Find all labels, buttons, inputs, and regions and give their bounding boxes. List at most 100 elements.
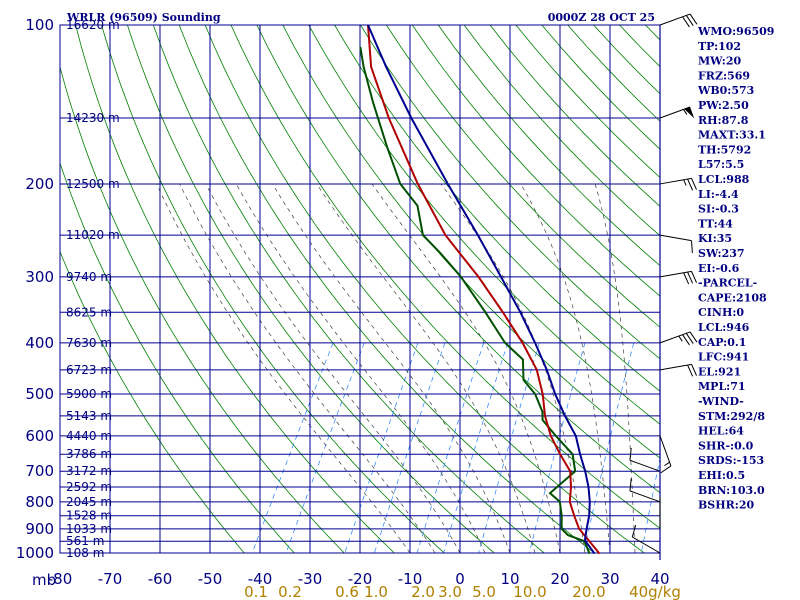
wind-barb-feather — [683, 272, 690, 285]
adiabat-lines — [60, 25, 800, 554]
index-line: WMO:96509 — [697, 25, 774, 38]
wind-barb-half-feather — [683, 109, 688, 115]
height-label: 8625 m — [66, 305, 112, 319]
height-label: 6723 m — [66, 363, 112, 377]
mixing-ratio-label: 10.0 — [513, 583, 546, 600]
chart-datetime: 0000Z 28 OCT 25 — [548, 11, 655, 24]
pressure-temperature-grid — [59, 24, 661, 560]
index-line: BRN:103.0 — [698, 484, 765, 497]
wind-barb-feather — [691, 364, 698, 376]
wind-barb-half-feather — [683, 179, 687, 186]
temperature-tick-label: 10 — [500, 570, 519, 588]
temperature-tick-label: -80 — [48, 570, 73, 588]
index-line: HEL:64 — [698, 425, 744, 438]
temperature-tick-label: 20 — [550, 570, 569, 588]
mixing-ratio-label: 0.2 — [278, 583, 302, 600]
mixing-ratio-line — [344, 342, 419, 554]
parcel-line — [367, 25, 596, 555]
wind-barb-feather — [682, 16, 690, 28]
height-label: 108 m — [66, 546, 104, 560]
temperature-tick-label: 40 — [650, 570, 669, 588]
wind-barb-shaft — [659, 234, 692, 242]
wind-barb-feather — [685, 15, 694, 26]
pressure-tick-label: 500 — [25, 385, 54, 403]
wind-barb-feather — [689, 13, 698, 25]
index-line: -PARCEL- — [698, 277, 757, 290]
dry-adiabat — [75, 25, 395, 554]
wind-barb-shaft — [659, 13, 691, 26]
wind-barb-shaft — [659, 106, 691, 119]
pressure-unit-label: mb — [32, 571, 56, 589]
height-label: 561 m — [66, 534, 104, 548]
mixing-ratio-label: 40g/kg — [629, 583, 681, 600]
wind-barb-shaft — [629, 459, 661, 472]
mixing-ratio-line — [251, 342, 334, 554]
wind-barb-feather — [631, 524, 637, 538]
pressure-tick-label: 700 — [25, 462, 54, 480]
mixing-ratio-label: 2.0 — [411, 583, 435, 600]
index-line: SI:-0.3 — [698, 203, 739, 216]
index-line: LCL:946 — [698, 321, 750, 334]
dry-adiabat — [775, 25, 800, 553]
index-line: BSHR:20 — [698, 499, 754, 512]
pressure-tick-label: 400 — [25, 334, 54, 352]
wind-barb-shaft — [659, 435, 672, 467]
mixing-ratio-label: 0.1 — [244, 583, 268, 600]
index-line: EI:-0.6 — [698, 262, 740, 275]
height-label: 3172 m — [66, 464, 112, 478]
dry-adiabat — [541, 25, 660, 150]
mixing-ratio-line — [583, 342, 635, 554]
wind-barb-flag — [684, 107, 695, 119]
wind-barb-feather — [691, 271, 698, 283]
pressure-tick-label: 300 — [25, 268, 54, 286]
wind-barb-feather — [689, 331, 698, 343]
temperature-tick-label: -30 — [298, 570, 323, 588]
height-label: 5143 m — [66, 409, 112, 423]
dry-adiabat — [60, 162, 295, 554]
wind-barb-shaft — [659, 177, 692, 185]
index-line: EHI:0.5 — [698, 469, 745, 482]
index-line: SRDS:-153 — [698, 454, 764, 467]
temperature-tick-label: 30 — [600, 570, 619, 588]
moist-adiabat — [179, 183, 436, 554]
wind-barb-shaft — [629, 490, 661, 503]
mixing-ratio-line — [641, 456, 660, 554]
mixing-ratio-line — [478, 342, 540, 554]
wind-barb-feather — [687, 178, 694, 191]
index-line: FRZ:569 — [698, 69, 750, 82]
pressure-tick-label: 600 — [25, 427, 54, 445]
index-line: LI:-4.4 — [698, 188, 739, 201]
index-line: TH:5792 — [698, 143, 751, 156]
index-line: PW:2.50 — [698, 99, 749, 112]
wind-barb-feather — [691, 178, 698, 190]
wind-barb-feather — [687, 364, 694, 377]
pressure-tick-label: 100 — [25, 16, 54, 34]
index-line: CAPE:2108 — [698, 291, 767, 304]
mixing-ratio-label: 3.0 — [438, 583, 462, 600]
temperature-tick-label: 0 — [455, 570, 465, 588]
mixing-ratio-label: 5.0 — [472, 583, 496, 600]
wind-barb-feather — [687, 271, 694, 284]
moist-adiabat — [272, 183, 511, 554]
index-line: TT:44 — [698, 217, 733, 230]
height-label: 16620 m — [66, 18, 120, 32]
temperature-tick-label: -60 — [148, 570, 173, 588]
temperature-tick-labels: -80 -70 -60 -50 -40 -30 -20 -10 0 10 20 30 40 — [48, 570, 670, 588]
index-line: SHR-:0.0 — [698, 439, 754, 452]
pressure-tick-label: 800 — [25, 493, 54, 511]
index-line: L57:5.5 — [698, 158, 744, 171]
height-label: 2045 m — [66, 495, 112, 509]
mixing-ratio-label: 20.0 — [572, 583, 605, 600]
index-line: RH:87.8 — [698, 114, 749, 127]
moist-adiabat — [520, 183, 611, 554]
moist-adiabat — [594, 183, 636, 553]
temperature-line — [367, 25, 601, 555]
index-line: KI:35 — [698, 232, 732, 245]
height-label: 2592 m — [66, 480, 112, 494]
mixing-ratio-labels: 0.1 0.2 0.6 1.0 2.0 3.0 5.0 10.0 20.0 40g/kg — [244, 583, 681, 600]
wind-barbs — [629, 13, 698, 554]
wind-barb-feather — [629, 447, 632, 461]
height-label: 12500 m — [66, 177, 120, 191]
